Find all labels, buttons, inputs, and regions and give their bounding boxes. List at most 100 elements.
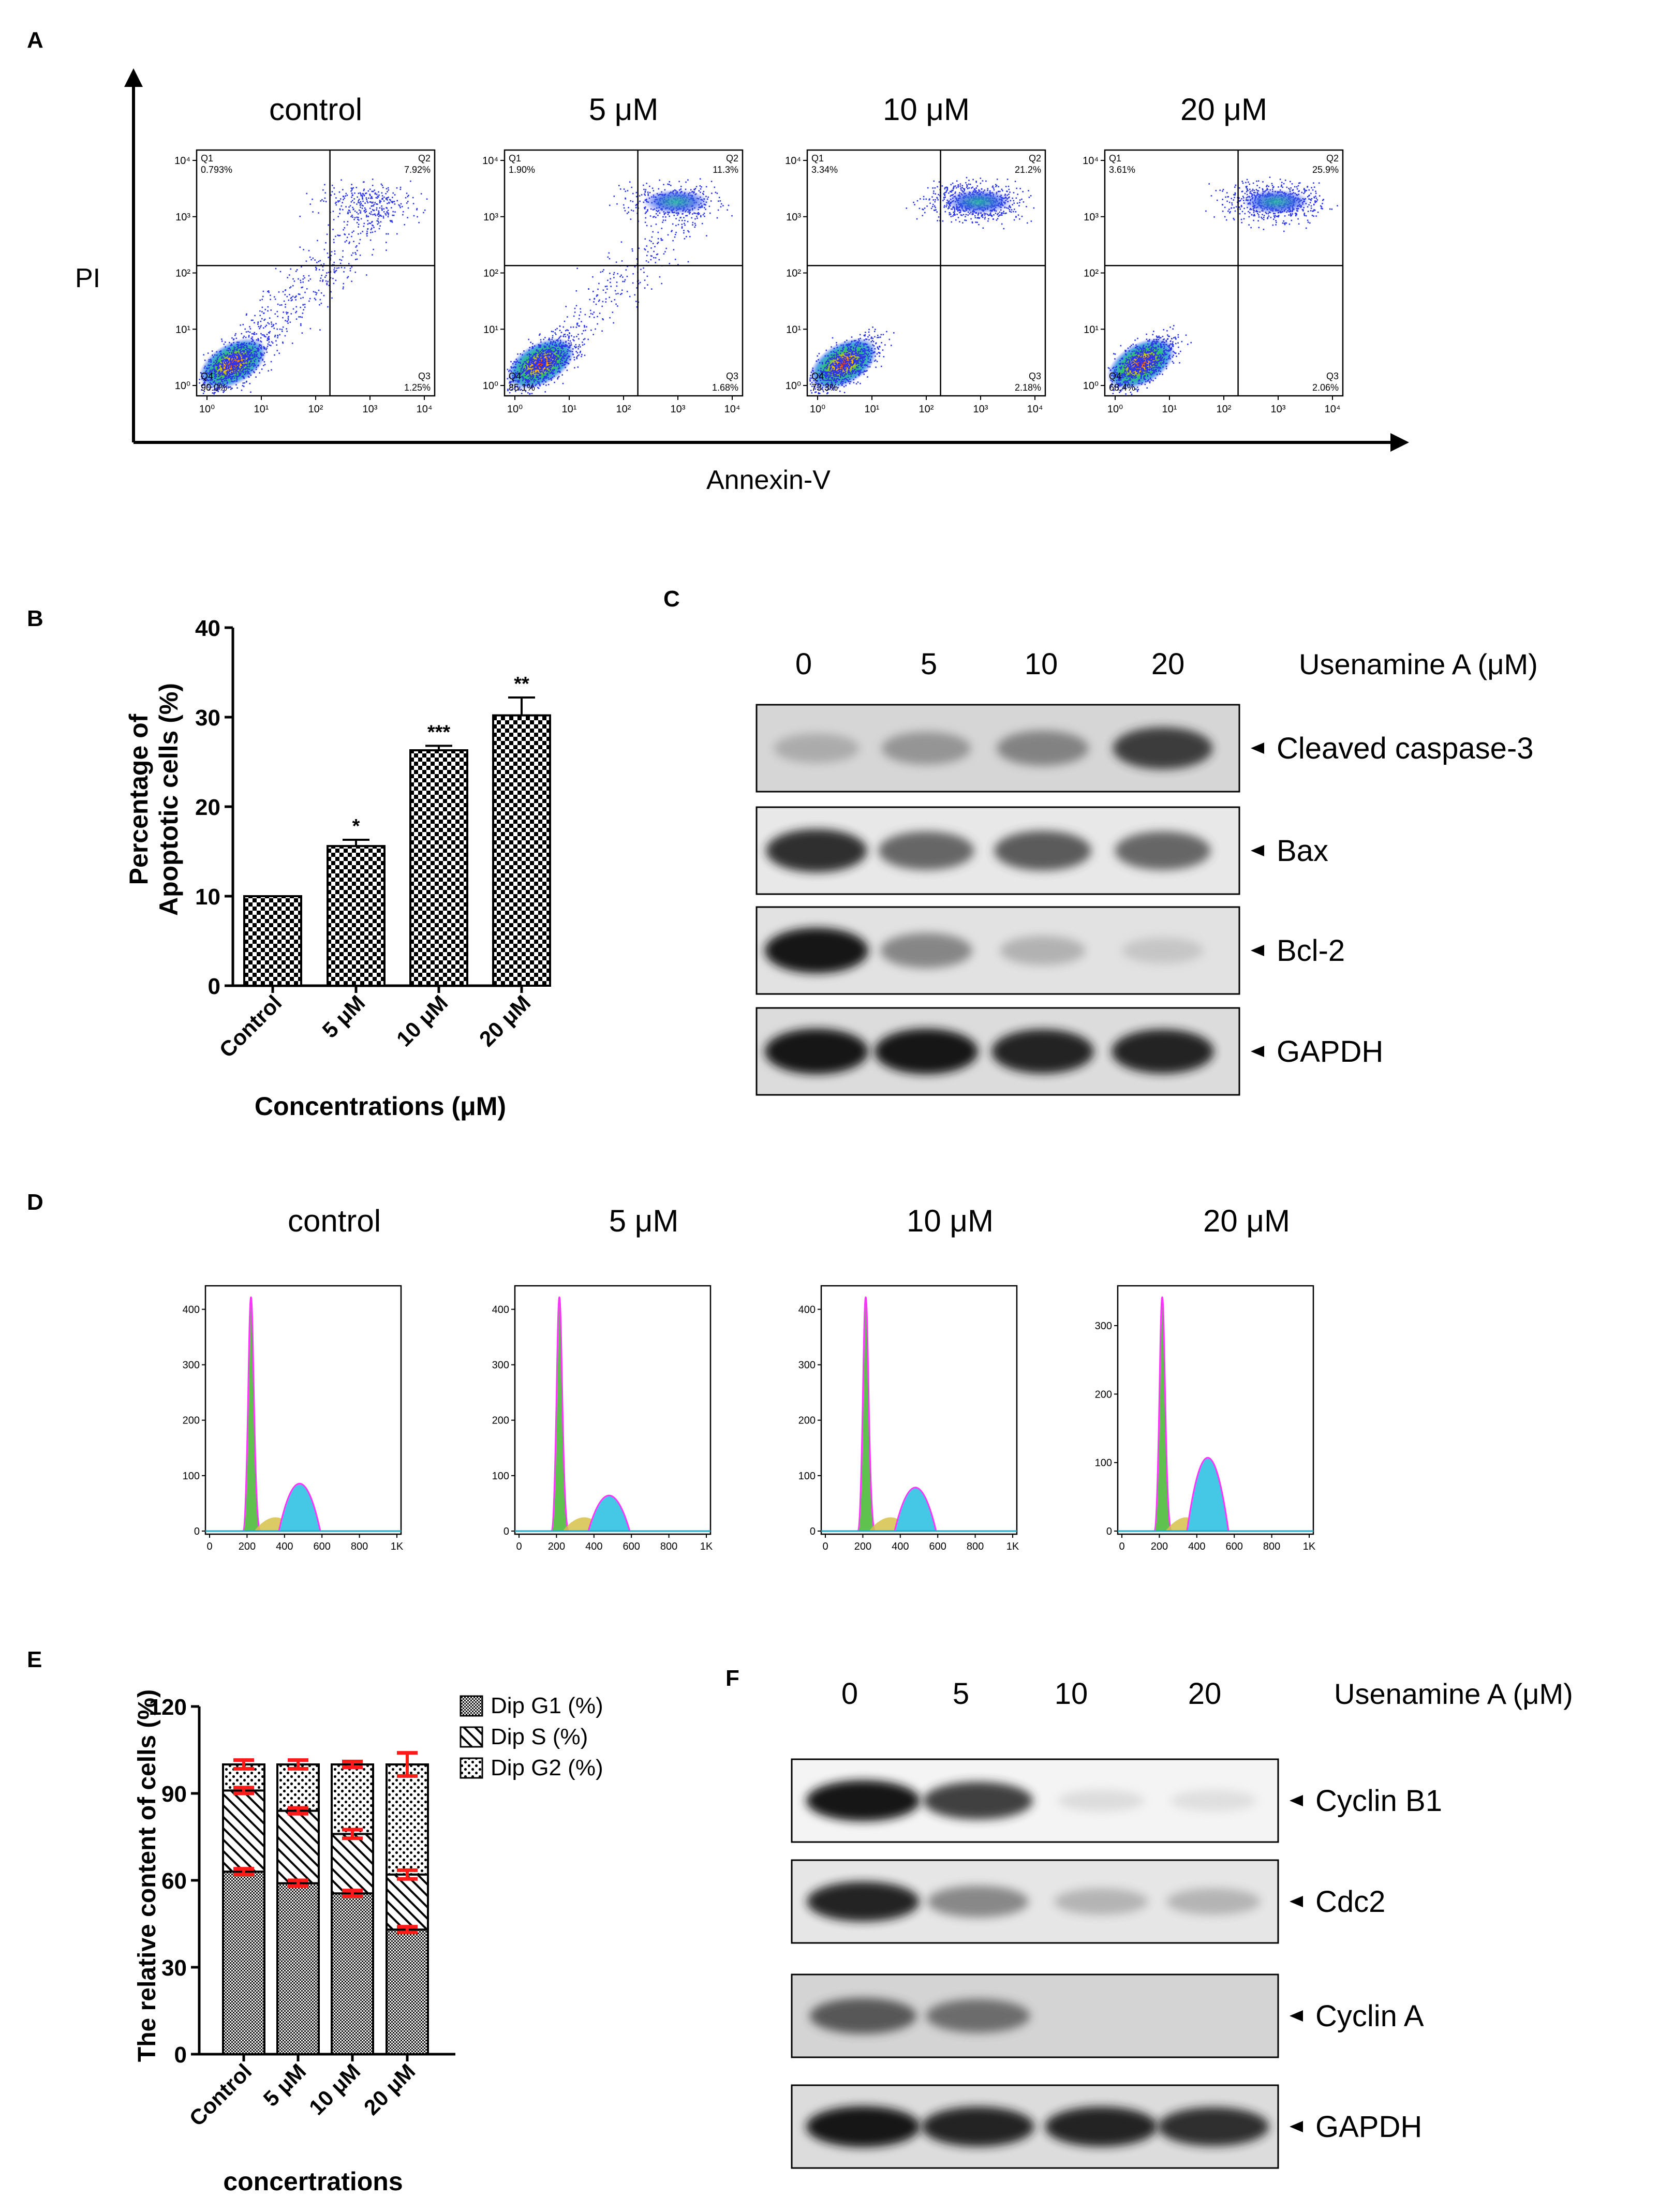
facs-event-dot xyxy=(388,214,389,216)
facs-event-dot xyxy=(264,364,266,365)
facs-event-dot xyxy=(512,367,514,368)
facs-event-dot xyxy=(638,283,640,285)
facs-event-dot xyxy=(823,369,825,371)
facs-event-dot xyxy=(266,334,268,335)
facs-event-dot xyxy=(519,388,521,390)
facs-x-tick-label: 10³ xyxy=(973,404,988,415)
facs-event-dot xyxy=(231,378,233,380)
facs-event-dot xyxy=(249,328,251,330)
facs-event-dot xyxy=(874,348,876,350)
facs-event-dot xyxy=(1014,181,1016,182)
facs-event-dot xyxy=(602,271,603,272)
facs-event-dot xyxy=(864,364,865,366)
facs-event-dot xyxy=(521,393,523,394)
facs-event-dot xyxy=(541,350,543,351)
facs-event-dot xyxy=(575,344,577,346)
facs-event-dot xyxy=(275,268,277,270)
facs-event-dot xyxy=(289,274,290,276)
facs-event-dot xyxy=(243,357,244,358)
facs-event-dot xyxy=(258,364,259,366)
facs-event-dot xyxy=(848,367,849,369)
facs-event-dot xyxy=(951,208,952,210)
facs-event-dot xyxy=(643,272,645,273)
facs-event-dot xyxy=(557,363,559,365)
facs-event-dot xyxy=(380,221,382,222)
facs-event-dot xyxy=(371,190,373,192)
facs-event-dot xyxy=(511,389,512,391)
facs-event-dot xyxy=(692,213,693,215)
facs-event-dot xyxy=(698,214,699,215)
facs-event-dot xyxy=(370,213,372,215)
facs-event-dot xyxy=(326,284,328,286)
facs-event-dot xyxy=(977,214,979,216)
facs-event-dot xyxy=(837,364,839,366)
facs-event-dot xyxy=(552,335,554,337)
facs-event-dot xyxy=(358,243,360,244)
facs-event-dot xyxy=(543,362,544,364)
facs-event-dot xyxy=(843,358,845,360)
facs-event-dot xyxy=(333,219,335,220)
facs-event-dot xyxy=(519,375,521,377)
facs-event-dot xyxy=(547,363,550,364)
facs-event-dot xyxy=(585,330,586,331)
facs-event-dot xyxy=(218,387,219,389)
facs-event-dot xyxy=(203,379,205,381)
facs-event-dot xyxy=(309,328,312,330)
facs-event-dot xyxy=(522,354,523,356)
facs-event-dot xyxy=(219,351,220,353)
facs-event-dot xyxy=(664,219,666,221)
facs-event-dot xyxy=(533,380,535,382)
facs-event-dot xyxy=(822,378,824,380)
facs-event-dot xyxy=(830,351,832,353)
facs-event-dot xyxy=(243,360,245,362)
facs-event-dot xyxy=(590,313,592,315)
facs-event-dot xyxy=(364,207,366,209)
facs-event-dot xyxy=(634,294,635,296)
facs-event-dot xyxy=(536,372,537,374)
facs-event-dot xyxy=(706,235,707,236)
facs-event-dot xyxy=(1008,185,1010,187)
facs-event-dot xyxy=(944,211,946,213)
facs-event-dot xyxy=(246,380,247,382)
facs-y-tick-label: 10¹ xyxy=(175,324,190,335)
facs-event-dot xyxy=(544,347,545,348)
facs-event-dot xyxy=(849,378,851,380)
facs-event-dot xyxy=(880,336,881,338)
facs-event-dot xyxy=(243,377,245,379)
facs-event-dot xyxy=(216,358,218,360)
facs-event-dot xyxy=(313,291,315,292)
facs-event-dot xyxy=(237,370,239,373)
facs-event-dot xyxy=(364,202,366,204)
facs-event-dot xyxy=(531,362,533,364)
facs-event-dot xyxy=(343,199,344,201)
facs-event-dot xyxy=(514,374,516,376)
facs-event-dot xyxy=(334,271,336,272)
facs-event-dot xyxy=(617,273,618,275)
facs-event-dot xyxy=(991,186,994,188)
facs-event-dot xyxy=(241,344,243,346)
facs-event-dot xyxy=(344,241,346,243)
facs-event-dot xyxy=(859,373,861,375)
facs-event-dot xyxy=(235,373,238,375)
facs-event-dot xyxy=(1158,367,1160,369)
facs-event-dot xyxy=(216,368,218,370)
facs-event-dot xyxy=(849,372,851,374)
facs-event-dot xyxy=(304,304,306,305)
facs-event-dot xyxy=(669,263,671,264)
facs-event-dot xyxy=(515,373,517,375)
facs-event-dot xyxy=(260,325,262,326)
facs-x-tick-label: 10⁴ xyxy=(724,404,740,415)
facs-event-dot xyxy=(216,379,218,381)
facs-event-dot xyxy=(551,363,553,365)
facs-event-dot xyxy=(560,346,562,347)
facs-event-dot xyxy=(619,188,621,190)
facs-event-dot xyxy=(360,210,362,212)
facs-event-dot xyxy=(245,314,247,316)
facs-event-dot xyxy=(358,199,360,200)
facs-x-tick-label: 10² xyxy=(308,404,323,415)
facs-event-dot xyxy=(270,361,272,363)
facs-event-dot xyxy=(227,373,229,375)
facs-event-dot xyxy=(532,385,534,387)
facs-event-dot xyxy=(841,384,843,386)
facs-event-dot xyxy=(684,224,686,226)
